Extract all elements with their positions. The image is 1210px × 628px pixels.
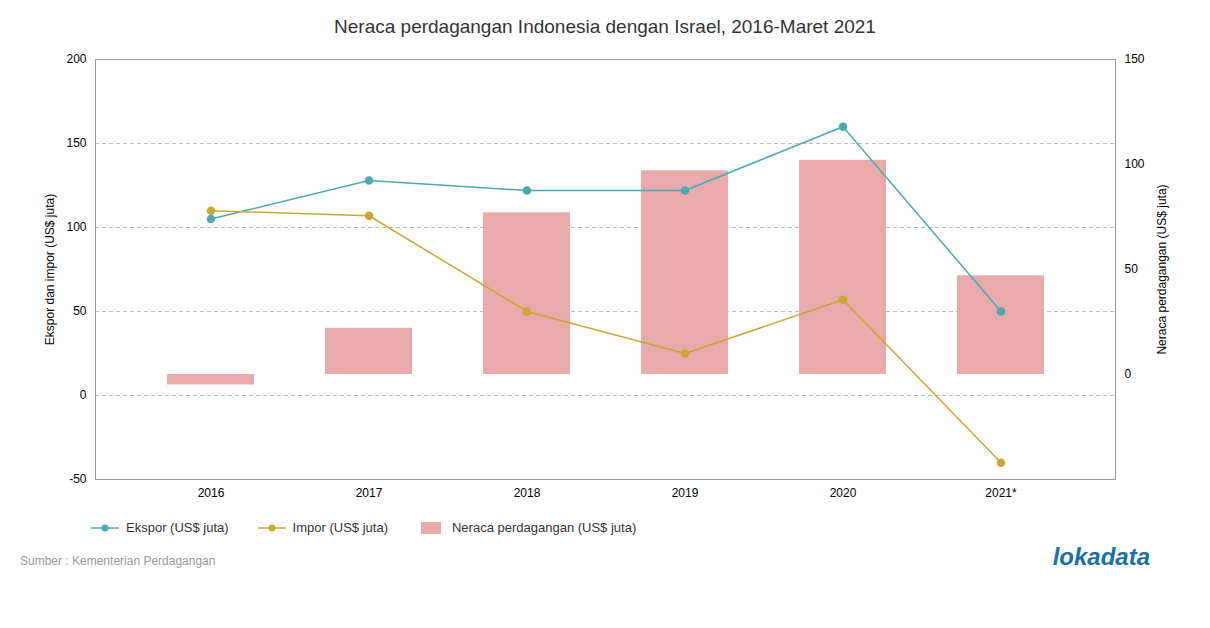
svg-text:Neraca perdagangan (US$ juta): Neraca perdagangan (US$ juta): [1155, 184, 1169, 354]
svg-text:200: 200: [66, 52, 86, 66]
html-text:Neraca perdagangan (US$ juta): Neraca perdagangan (US$ juta): [452, 520, 637, 535]
svg-text:100: 100: [66, 220, 86, 234]
svg-text:100: 100: [1125, 157, 1145, 171]
svg-text:50: 50: [73, 304, 87, 318]
svg-text:0: 0: [1125, 367, 1132, 381]
svg-text:Ekspor dan impor (US$ juta): Ekspor dan impor (US$ juta): [43, 194, 57, 345]
svg-text:0: 0: [80, 388, 87, 402]
svg-text:-50: -50: [69, 472, 87, 486]
svg-text:2016: 2016: [198, 486, 225, 500]
svg-text:150: 150: [66, 136, 86, 150]
svg-text:2018: 2018: [514, 486, 541, 500]
html-text:Sumber : Kementerian Perdagang: Sumber : Kementerian Perdagangan: [20, 554, 216, 568]
svg-text:2021*: 2021*: [985, 486, 1017, 500]
html-text:Neraca perdagangan Indonesia d: Neraca perdagangan Indonesia dengan Isra…: [334, 16, 876, 37]
svg-text:50: 50: [1125, 262, 1139, 276]
html-text:lokadata: lokadata: [1052, 543, 1150, 570]
html-text:Impor (US$ juta): Impor (US$ juta): [292, 520, 388, 535]
html-text:Ekspor (US$ juta): Ekspor (US$ juta): [126, 520, 229, 535]
svg-text:2020: 2020: [830, 486, 857, 500]
svg-text:2019: 2019: [672, 486, 699, 500]
svg-text:2017: 2017: [356, 486, 383, 500]
svg-text:150: 150: [1125, 52, 1145, 66]
